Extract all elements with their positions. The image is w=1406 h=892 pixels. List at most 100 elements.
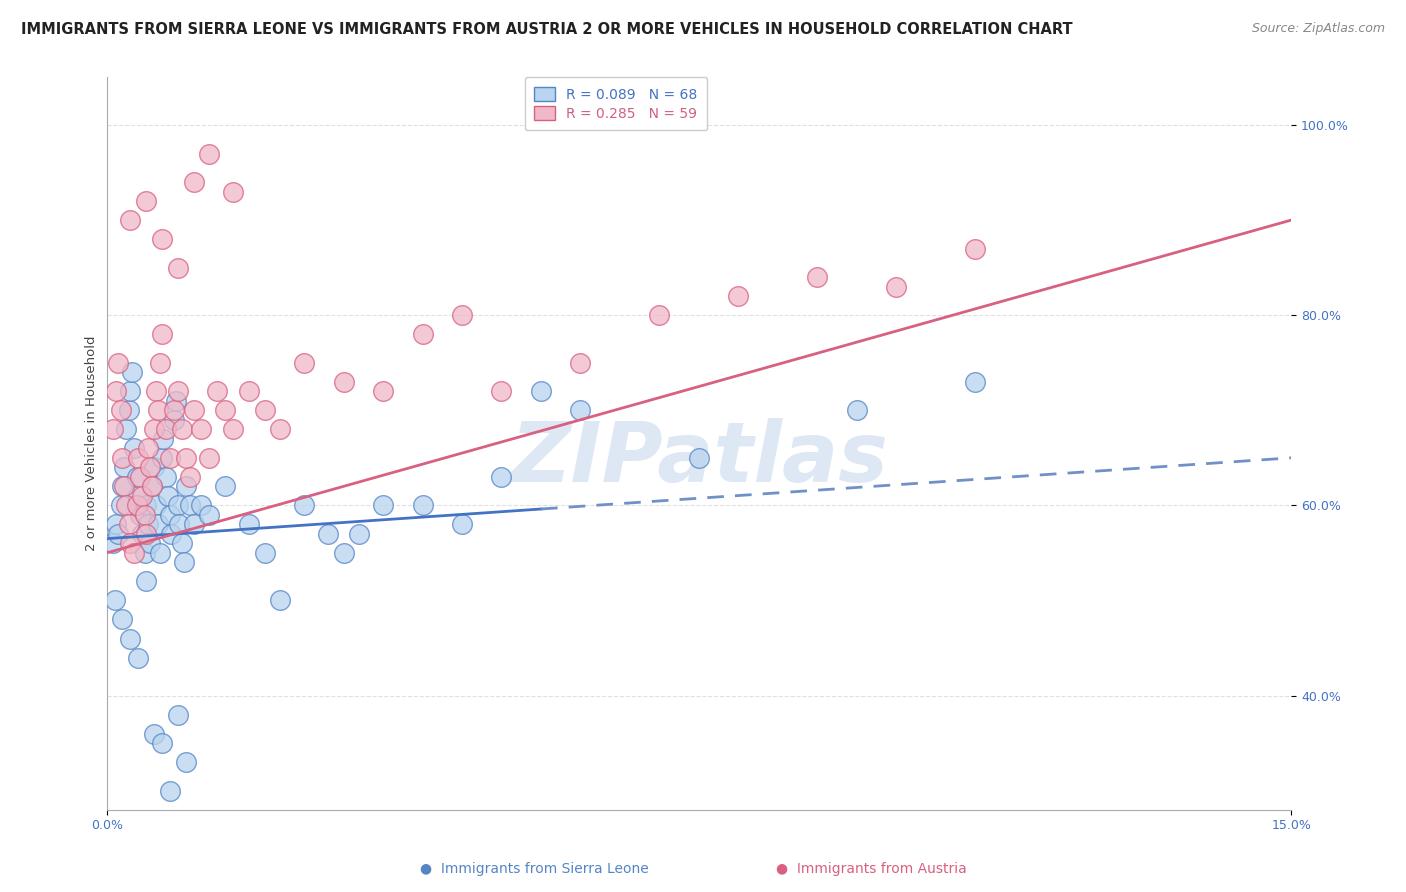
- Point: [146, 517, 169, 532]
- Point: [491, 470, 513, 484]
- Point: [165, 393, 187, 408]
- Point: [131, 489, 153, 503]
- Point: [125, 470, 148, 484]
- Point: [222, 185, 245, 199]
- Point: [149, 546, 172, 560]
- Point: [128, 508, 150, 522]
- Point: [205, 384, 228, 399]
- Point: [648, 308, 671, 322]
- Point: [190, 422, 212, 436]
- Point: [169, 517, 191, 532]
- Point: [170, 422, 193, 436]
- Point: [115, 422, 138, 436]
- Point: [112, 479, 135, 493]
- Point: [118, 517, 141, 532]
- Point: [965, 375, 987, 389]
- Text: Source: ZipAtlas.com: Source: ZipAtlas.com: [1251, 22, 1385, 36]
- Point: [183, 403, 205, 417]
- Text: ZIPatlas: ZIPatlas: [510, 417, 887, 499]
- Point: [183, 517, 205, 532]
- Point: [145, 384, 167, 399]
- Point: [149, 356, 172, 370]
- Point: [115, 499, 138, 513]
- Point: [150, 450, 173, 465]
- Point: [174, 450, 197, 465]
- Point: [143, 422, 166, 436]
- Point: [214, 403, 236, 417]
- Point: [451, 517, 474, 532]
- Point: [688, 450, 710, 465]
- Point: [166, 707, 188, 722]
- Point: [269, 593, 291, 607]
- Point: [105, 384, 128, 399]
- Point: [569, 403, 592, 417]
- Point: [214, 479, 236, 493]
- Point: [145, 499, 167, 513]
- Point: [155, 422, 177, 436]
- Point: [159, 450, 181, 465]
- Point: [107, 356, 129, 370]
- Point: [135, 194, 157, 208]
- Point: [166, 260, 188, 275]
- Point: [141, 479, 163, 493]
- Text: ●  Immigrants from Austria: ● Immigrants from Austria: [776, 862, 967, 876]
- Y-axis label: 2 or more Vehicles in Household: 2 or more Vehicles in Household: [86, 335, 98, 551]
- Point: [965, 242, 987, 256]
- Point: [150, 736, 173, 750]
- Point: [886, 279, 908, 293]
- Point: [134, 546, 156, 560]
- Point: [198, 508, 221, 522]
- Point: [111, 479, 134, 493]
- Point: [120, 536, 142, 550]
- Point: [316, 527, 339, 541]
- Point: [253, 403, 276, 417]
- Point: [155, 470, 177, 484]
- Point: [128, 470, 150, 484]
- Point: [491, 384, 513, 399]
- Point: [150, 327, 173, 342]
- Point: [131, 527, 153, 541]
- Point: [111, 612, 134, 626]
- Point: [174, 755, 197, 769]
- Point: [139, 460, 162, 475]
- Point: [253, 546, 276, 560]
- Point: [125, 499, 148, 513]
- Point: [173, 556, 195, 570]
- Point: [157, 489, 180, 503]
- Point: [118, 403, 141, 417]
- Point: [146, 403, 169, 417]
- Point: [134, 508, 156, 522]
- Point: [163, 403, 186, 417]
- Point: [332, 546, 354, 560]
- Point: [183, 175, 205, 189]
- Point: [127, 650, 149, 665]
- Point: [238, 517, 260, 532]
- Point: [727, 289, 749, 303]
- Point: [198, 146, 221, 161]
- Point: [569, 356, 592, 370]
- Point: [292, 356, 315, 370]
- Point: [163, 413, 186, 427]
- Point: [159, 783, 181, 797]
- Point: [101, 536, 124, 550]
- Point: [160, 527, 183, 541]
- Point: [269, 422, 291, 436]
- Point: [371, 499, 394, 513]
- Point: [166, 499, 188, 513]
- Point: [120, 632, 142, 646]
- Point: [179, 499, 201, 513]
- Point: [103, 593, 125, 607]
- Point: [159, 508, 181, 522]
- Point: [152, 432, 174, 446]
- Point: [150, 232, 173, 246]
- Point: [105, 517, 128, 532]
- Point: [238, 384, 260, 399]
- Point: [222, 422, 245, 436]
- Point: [174, 479, 197, 493]
- Point: [412, 499, 434, 513]
- Point: [124, 442, 146, 456]
- Point: [332, 375, 354, 389]
- Point: [135, 499, 157, 513]
- Point: [135, 527, 157, 541]
- Text: IMMIGRANTS FROM SIERRA LEONE VS IMMIGRANTS FROM AUSTRIA 2 OR MORE VEHICLES IN HO: IMMIGRANTS FROM SIERRA LEONE VS IMMIGRAN…: [21, 22, 1073, 37]
